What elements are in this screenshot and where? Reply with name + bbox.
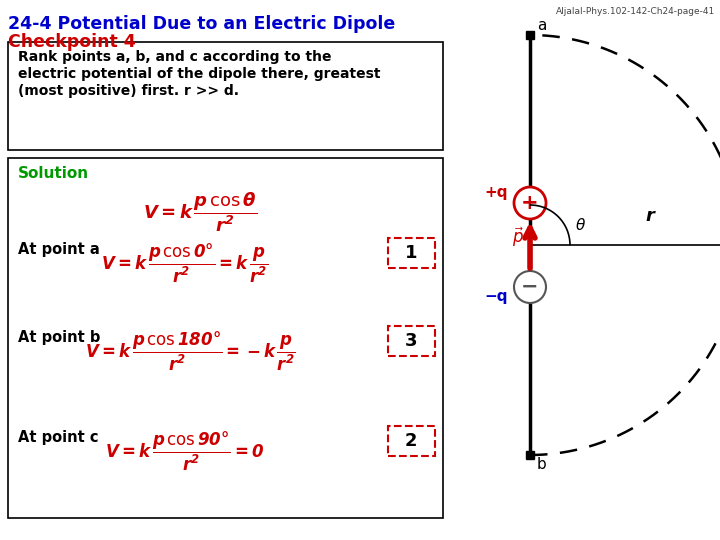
Text: electric potential of the dipole there, greatest: electric potential of the dipole there, … [18, 67, 380, 81]
Text: $\bfit{V} = k\,\dfrac{p\,\cos\theta}{r^2}$: $\bfit{V} = k\,\dfrac{p\,\cos\theta}{r^2… [143, 190, 257, 234]
Circle shape [514, 271, 546, 303]
Text: b: b [537, 457, 546, 472]
Text: $\bfit{V} = k\,\dfrac{p\,\cos 0°}{r^2} = k\,\dfrac{p}{r^2}$: $\bfit{V} = k\,\dfrac{p\,\cos 0°}{r^2} =… [102, 242, 269, 285]
Bar [8, 158, 443, 518]
Bar [8, 42, 443, 150]
Text: $\vec{p}$: $\vec{p}$ [512, 225, 524, 249]
Text: 24-4 Potential Due to an Electric Dipole: 24-4 Potential Due to an Electric Dipole [8, 15, 395, 33]
Text: Checkpoint 4: Checkpoint 4 [8, 33, 136, 51]
Text: At point b: At point b [18, 330, 100, 345]
Text: a: a [537, 18, 546, 33]
Text: Rank points a, b, and c according to the: Rank points a, b, and c according to the [18, 50, 331, 64]
Text: +q: +q [485, 186, 508, 200]
Text: +: + [521, 193, 539, 213]
Bar [388, 238, 435, 268]
Text: Solution: Solution [18, 166, 89, 181]
Text: 2: 2 [405, 432, 418, 450]
Text: (most positive) first. r >> d.: (most positive) first. r >> d. [18, 84, 239, 98]
Text: 3: 3 [405, 332, 418, 350]
Text: Aljalal-Phys.102-142-Ch24-page-41: Aljalal-Phys.102-142-Ch24-page-41 [556, 7, 715, 16]
Text: $\bfit{V} = k\,\dfrac{p\,\cos 90°}{r^2} = 0$: $\bfit{V} = k\,\dfrac{p\,\cos 90°}{r^2} … [105, 430, 265, 473]
Text: 1: 1 [405, 244, 418, 262]
Text: −: − [521, 277, 539, 297]
Text: At point c: At point c [18, 430, 99, 445]
Text: $\bfit{V} = k\,\dfrac{p\,\cos 180°}{r^2} = -k\,\dfrac{p}{r^2}$: $\bfit{V} = k\,\dfrac{p\,\cos 180°}{r^2}… [84, 330, 295, 373]
Text: At point a: At point a [18, 242, 100, 257]
Text: $\theta$: $\theta$ [575, 217, 586, 233]
Bar [388, 326, 435, 356]
Text: r: r [646, 207, 654, 225]
Circle shape [514, 187, 546, 219]
Text: −q: −q [485, 289, 508, 305]
Bar [388, 426, 435, 456]
